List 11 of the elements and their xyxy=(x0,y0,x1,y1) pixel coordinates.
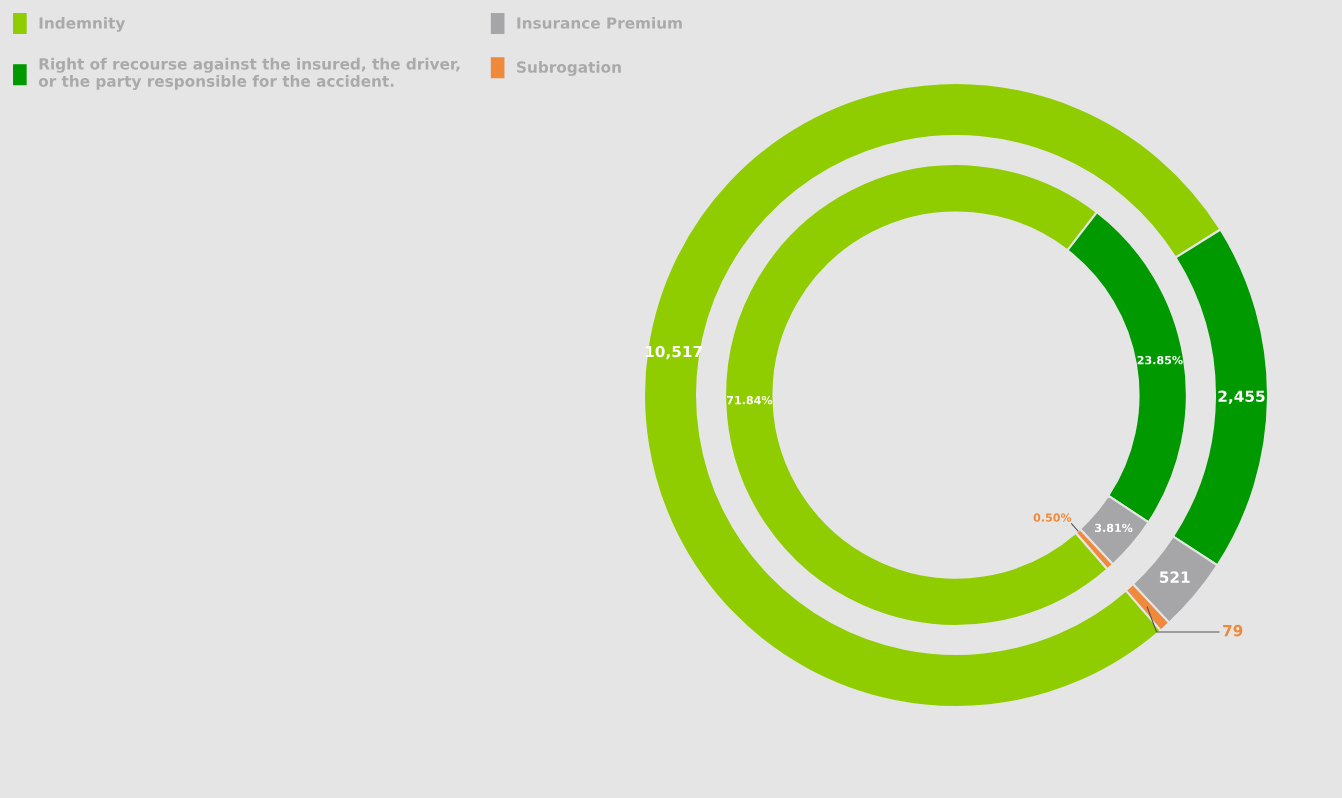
data-label: 2,455 xyxy=(1218,390,1265,404)
legend-label: Insurance Premium xyxy=(517,16,682,29)
data-label: 71.84% xyxy=(726,395,773,405)
data-label: 0.50% xyxy=(1033,513,1072,522)
legend-label: Right of recourse against the insured, the driver, or the party responsible for the accident. xyxy=(38,57,460,90)
data-label: 79 xyxy=(1223,624,1243,637)
data-label: 521 xyxy=(1159,571,1190,583)
data-label: 3.81% xyxy=(1095,523,1133,533)
legend-label: Indemnity xyxy=(39,16,126,32)
legend-label: Subrogation xyxy=(517,61,621,76)
data-label: 23.85% xyxy=(1137,355,1183,365)
